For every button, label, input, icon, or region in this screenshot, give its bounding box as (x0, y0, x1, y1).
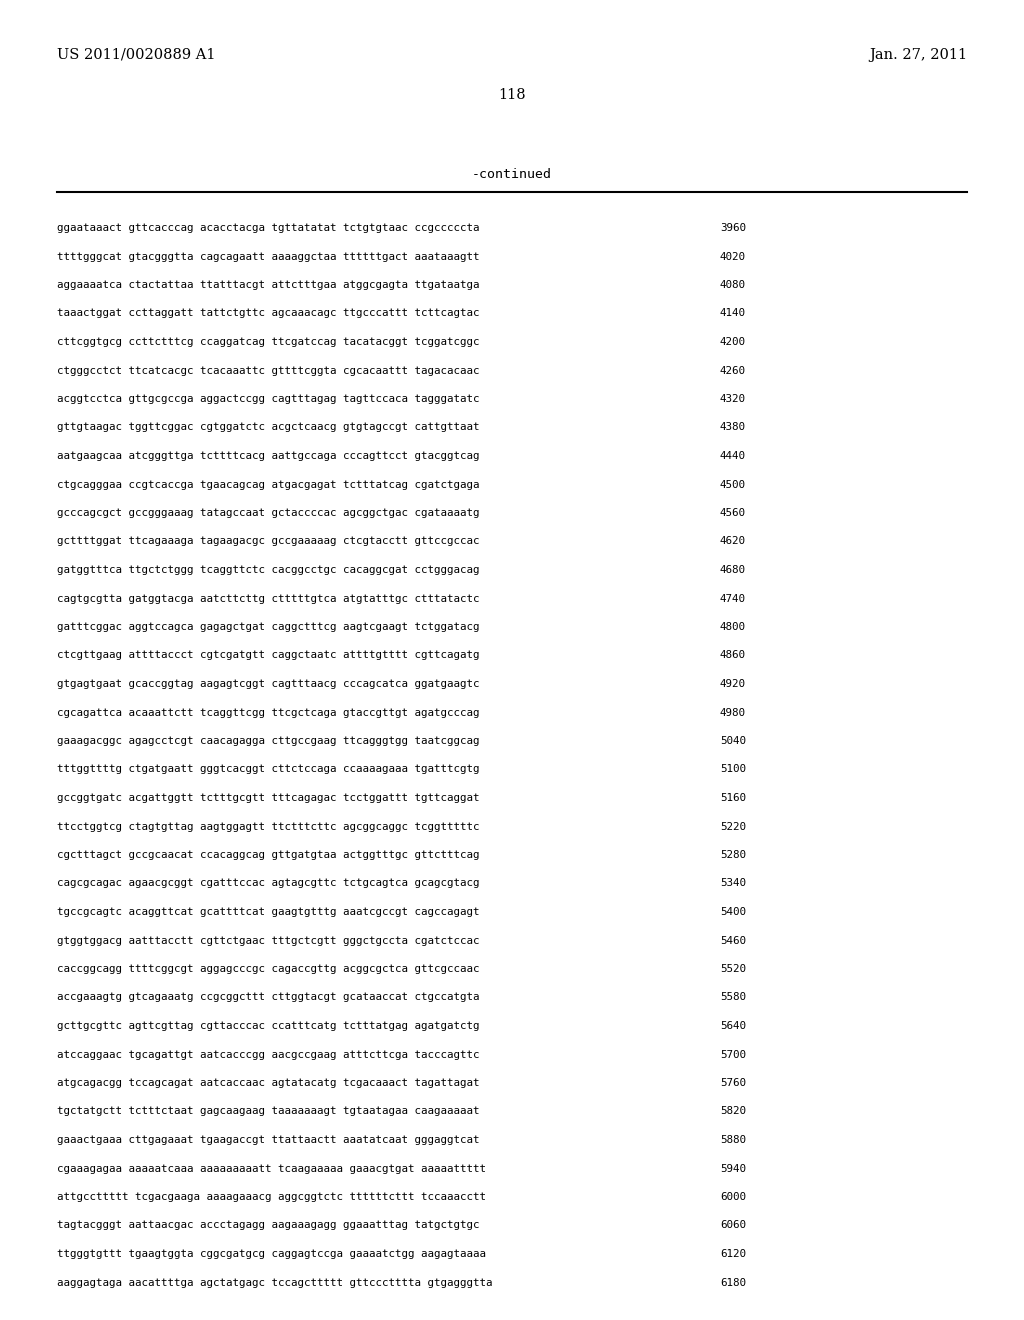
Text: atccaggaac tgcagattgt aatcacccgg aacgccgaag atttcttcga tacccagttc: atccaggaac tgcagattgt aatcacccgg aacgccg… (57, 1049, 479, 1060)
Text: 6000: 6000 (720, 1192, 746, 1203)
Text: 4320: 4320 (720, 393, 746, 404)
Text: ttcctggtcg ctagtgttag aagtggagtt ttctttcttc agcggcaggc tcggtttttc: ttcctggtcg ctagtgttag aagtggagtt ttctttc… (57, 821, 479, 832)
Text: ctgcagggaa ccgtcaccga tgaacagcag atgacgagat tctttatcag cgatctgaga: ctgcagggaa ccgtcaccga tgaacagcag atgacga… (57, 479, 479, 490)
Text: 5340: 5340 (720, 879, 746, 888)
Text: -continued: -continued (472, 169, 552, 181)
Text: 5100: 5100 (720, 764, 746, 775)
Text: 118: 118 (499, 88, 525, 102)
Text: 5520: 5520 (720, 964, 746, 974)
Text: 5760: 5760 (720, 1078, 746, 1088)
Text: 4080: 4080 (720, 280, 746, 290)
Text: attgccttttt tcgacgaaga aaaagaaacg aggcggtctc ttttttcttt tccaaacctt: attgccttttt tcgacgaaga aaaagaaacg aggcgg… (57, 1192, 486, 1203)
Text: gcttttggat ttcagaaaga tagaagacgc gccgaaaaag ctcgtacctt gttccgccac: gcttttggat ttcagaaaga tagaagacgc gccgaaa… (57, 536, 479, 546)
Text: 4860: 4860 (720, 651, 746, 660)
Text: gcccagcgct gccgggaaag tatagccaat gctaccccac agcggctgac cgataaaatg: gcccagcgct gccgggaaag tatagccaat gctaccc… (57, 508, 479, 517)
Text: cgcagattca acaaattctt tcaggttcgg ttcgctcaga gtaccgttgt agatgcccag: cgcagattca acaaattctt tcaggttcgg ttcgctc… (57, 708, 479, 718)
Text: gatttcggac aggtccagca gagagctgat caggctttcg aagtcgaagt tctggatacg: gatttcggac aggtccagca gagagctgat caggctt… (57, 622, 479, 632)
Text: aaggagtaga aacattttga agctatgagc tccagcttttt gttccctttta gtgagggtta: aaggagtaga aacattttga agctatgagc tccagct… (57, 1278, 493, 1287)
Text: ctcgttgaag attttaccct cgtcgatgtt caggctaatc attttgtttt cgttcagatg: ctcgttgaag attttaccct cgtcgatgtt caggcta… (57, 651, 479, 660)
Text: 5820: 5820 (720, 1106, 746, 1117)
Text: 5040: 5040 (720, 737, 746, 746)
Text: ctgggcctct ttcatcacgc tcacaaattc gttttcggta cgcacaattt tagacacaac: ctgggcctct ttcatcacgc tcacaaattc gttttcg… (57, 366, 479, 375)
Text: atgcagacgg tccagcagat aatcaccaac agtatacatg tcgacaaact tagattagat: atgcagacgg tccagcagat aatcaccaac agtatac… (57, 1078, 479, 1088)
Text: gatggtttca ttgctctggg tcaggttctc cacggcctgc cacaggcgat cctgggacag: gatggtttca ttgctctggg tcaggttctc cacggcc… (57, 565, 479, 576)
Text: cgaaagagaa aaaaatcaaa aaaaaaaaatt tcaagaaaaa gaaacgtgat aaaaattttt: cgaaagagaa aaaaatcaaa aaaaaaaaatt tcaaga… (57, 1163, 486, 1173)
Text: 5700: 5700 (720, 1049, 746, 1060)
Text: 4980: 4980 (720, 708, 746, 718)
Text: 4380: 4380 (720, 422, 746, 433)
Text: cagcgcagac agaacgcggt cgatttccac agtagcgttc tctgcagtca gcagcgtacg: cagcgcagac agaacgcggt cgatttccac agtagcg… (57, 879, 479, 888)
Text: 4200: 4200 (720, 337, 746, 347)
Text: cttcggtgcg ccttctttcg ccaggatcag ttcgatccag tacatacggt tcggatcggc: cttcggtgcg ccttctttcg ccaggatcag ttcgatc… (57, 337, 479, 347)
Text: gaaagacggc agagcctcgt caacagagga cttgccgaag ttcagggtgg taatcggcag: gaaagacggc agagcctcgt caacagagga cttgccg… (57, 737, 479, 746)
Text: gaaactgaaa cttgagaaat tgaagaccgt ttattaactt aaatatcaat gggaggtcat: gaaactgaaa cttgagaaat tgaagaccgt ttattaa… (57, 1135, 479, 1144)
Text: aggaaaatca ctactattaa ttatttacgt attctttgaa atggcgagta ttgataatga: aggaaaatca ctactattaa ttatttacgt attcttt… (57, 280, 479, 290)
Text: 5220: 5220 (720, 821, 746, 832)
Text: 4500: 4500 (720, 479, 746, 490)
Text: 4260: 4260 (720, 366, 746, 375)
Text: 6120: 6120 (720, 1249, 746, 1259)
Text: gttgtaagac tggttcggac cgtggatctc acgctcaacg gtgtagccgt cattgttaat: gttgtaagac tggttcggac cgtggatctc acgctca… (57, 422, 479, 433)
Text: tttggttttg ctgatgaatt gggtcacggt cttctccaga ccaaaagaaa tgatttcgtg: tttggttttg ctgatgaatt gggtcacggt cttctcc… (57, 764, 479, 775)
Text: accgaaagtg gtcagaaatg ccgcggcttt cttggtacgt gcataaccat ctgccatgta: accgaaagtg gtcagaaatg ccgcggcttt cttggta… (57, 993, 479, 1002)
Text: 5640: 5640 (720, 1020, 746, 1031)
Text: 5160: 5160 (720, 793, 746, 803)
Text: 5880: 5880 (720, 1135, 746, 1144)
Text: tagtacgggt aattaacgac accctagagg aagaaagagg ggaaatttag tatgctgtgc: tagtacgggt aattaacgac accctagagg aagaaag… (57, 1221, 479, 1230)
Text: cgctttagct gccgcaacat ccacaggcag gttgatgtaa actggtttgc gttctttcag: cgctttagct gccgcaacat ccacaggcag gttgatg… (57, 850, 479, 861)
Text: acggtcctca gttgcgccga aggactccgg cagtttagag tagttccaca tagggatatc: acggtcctca gttgcgccga aggactccgg cagttta… (57, 393, 479, 404)
Text: 4440: 4440 (720, 451, 746, 461)
Text: taaactggat ccttaggatt tattctgttc agcaaacagc ttgcccattt tcttcagtac: taaactggat ccttaggatt tattctgttc agcaaac… (57, 309, 479, 318)
Text: ttgggtgttt tgaagtggta cggcgatgcg caggagtccga gaaaatctgg aagagtaaaa: ttgggtgttt tgaagtggta cggcgatgcg caggagt… (57, 1249, 486, 1259)
Text: 6180: 6180 (720, 1278, 746, 1287)
Text: caccggcagg ttttcggcgt aggagcccgc cagaccgttg acggcgctca gttcgccaac: caccggcagg ttttcggcgt aggagcccgc cagaccg… (57, 964, 479, 974)
Text: 4620: 4620 (720, 536, 746, 546)
Text: 5400: 5400 (720, 907, 746, 917)
Text: 5580: 5580 (720, 993, 746, 1002)
Text: gccggtgatc acgattggtt tctttgcgtt tttcagagac tcctggattt tgttcaggat: gccggtgatc acgattggtt tctttgcgtt tttcaga… (57, 793, 479, 803)
Text: US 2011/0020889 A1: US 2011/0020889 A1 (57, 48, 215, 62)
Text: Jan. 27, 2011: Jan. 27, 2011 (869, 48, 967, 62)
Text: cagtgcgtta gatggtacga aatcttcttg ctttttgtca atgtatttgc ctttatactc: cagtgcgtta gatggtacga aatcttcttg ctttttg… (57, 594, 479, 603)
Text: ttttgggcat gtacgggtta cagcagaatt aaaaggctaa ttttttgact aaataaagtt: ttttgggcat gtacgggtta cagcagaatt aaaaggc… (57, 252, 479, 261)
Text: 4920: 4920 (720, 678, 746, 689)
Text: gtgagtgaat gcaccggtag aagagtcggt cagtttaacg cccagcatca ggatgaagtc: gtgagtgaat gcaccggtag aagagtcggt cagttta… (57, 678, 479, 689)
Text: tgctatgctt tctttctaat gagcaagaag taaaaaaagt tgtaatagaa caagaaaaat: tgctatgctt tctttctaat gagcaagaag taaaaaa… (57, 1106, 479, 1117)
Text: 4680: 4680 (720, 565, 746, 576)
Text: 6060: 6060 (720, 1221, 746, 1230)
Text: gcttgcgttc agttcgttag cgttacccac ccatttcatg tctttatgag agatgatctg: gcttgcgttc agttcgttag cgttacccac ccatttc… (57, 1020, 479, 1031)
Text: aatgaagcaa atcgggttga tcttttcacg aattgccaga cccagttcct gtacggtcag: aatgaagcaa atcgggttga tcttttcacg aattgcc… (57, 451, 479, 461)
Text: 3960: 3960 (720, 223, 746, 234)
Text: 4740: 4740 (720, 594, 746, 603)
Text: 4020: 4020 (720, 252, 746, 261)
Text: tgccgcagtc acaggttcat gcattttcat gaagtgtttg aaatcgccgt cagccagagt: tgccgcagtc acaggttcat gcattttcat gaagtgt… (57, 907, 479, 917)
Text: gtggtggacg aatttacctt cgttctgaac tttgctcgtt gggctgccta cgatctccac: gtggtggacg aatttacctt cgttctgaac tttgctc… (57, 936, 479, 945)
Text: 5940: 5940 (720, 1163, 746, 1173)
Text: 4800: 4800 (720, 622, 746, 632)
Text: 5280: 5280 (720, 850, 746, 861)
Text: 5460: 5460 (720, 936, 746, 945)
Text: 4140: 4140 (720, 309, 746, 318)
Text: 4560: 4560 (720, 508, 746, 517)
Text: ggaataaact gttcacccag acacctacga tgttatatat tctgtgtaac ccgcccccta: ggaataaact gttcacccag acacctacga tgttata… (57, 223, 479, 234)
